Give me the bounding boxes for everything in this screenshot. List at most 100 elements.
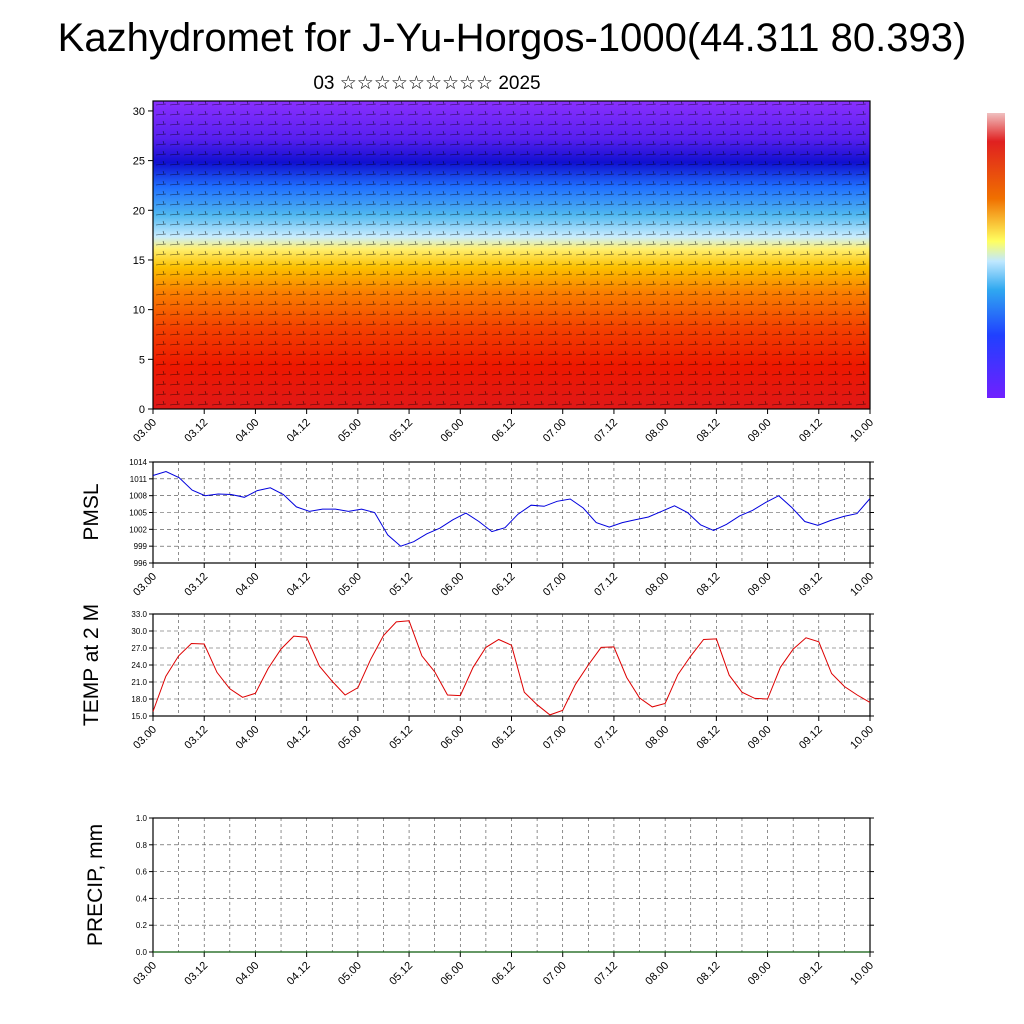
series-line: [152, 470, 871, 547]
y-tick-label: 0.6: [136, 868, 148, 877]
y-tick-label: 33.0: [131, 610, 147, 619]
x-tick-label: 03.12: [182, 417, 210, 445]
y-tick-label: 996: [134, 559, 148, 568]
y-tick-label: 0.2: [136, 921, 148, 930]
x-tick-label: 10.00: [848, 960, 876, 988]
x-tick-label: 07.12: [592, 417, 620, 445]
x-tick-label: 06.12: [490, 724, 518, 752]
x-tick-label: 04.12: [285, 417, 313, 445]
y-axis-label: PMSL: [80, 483, 103, 540]
chart-subtitle: 03 ☆☆☆☆☆☆☆☆☆ 2025: [313, 73, 541, 94]
x-tick-label: 05.00: [336, 960, 364, 988]
x-tick-label: 09.12: [797, 571, 825, 599]
x-tick-label: 03.12: [182, 724, 210, 752]
x-tick-label: 04.12: [285, 571, 313, 599]
x-tick-label: 08.12: [695, 571, 723, 599]
x-tick-label: 10.00: [848, 571, 876, 599]
x-tick-label: 03.00: [131, 724, 159, 752]
y-tick-label: 5: [139, 354, 145, 366]
x-tick-label: 05.00: [336, 571, 364, 599]
x-tick-label: 07.00: [541, 571, 569, 599]
x-tick-label: 06.00: [438, 724, 466, 752]
y-tick-label: 1.0: [136, 814, 148, 823]
y-tick-label: 999: [134, 542, 148, 551]
x-tick-label: 08.00: [643, 571, 671, 599]
y-tick-label: 20: [133, 205, 145, 217]
x-tick-label: 07.12: [592, 571, 620, 599]
x-tick-label: 03.00: [131, 571, 159, 599]
vertical-section-panel: 0 5 10 15 20 25 30 03.00 03.12 04.00 04.12 05.00 05…: [131, 100, 876, 445]
y-tick-label: 0: [139, 404, 145, 416]
y-tick-label: 1005: [129, 509, 147, 518]
y-tick-label: 1014: [129, 458, 147, 467]
chart-title: Kazhydromet for J-Yu-Horgos-1000(44.311 …: [57, 16, 967, 60]
y-tick-label: 15: [133, 255, 145, 267]
x-tick-label: 06.12: [490, 417, 518, 445]
precip-panel: 03.00 03.12 04.00 04.12 05.00 05.12 06.00 06.12…: [84, 814, 876, 988]
pmsl-panel: 03.00 03.12 04.00 04.12 05.00 05.12 06.00 06.12…: [80, 458, 876, 599]
x-tick-label: 09.12: [797, 417, 825, 445]
y-tick-label: 30.0: [131, 627, 147, 636]
y-tick-label: 25: [133, 156, 145, 168]
x-tick-label: 10.00: [848, 724, 876, 752]
x-tick-label: 04.00: [234, 417, 262, 445]
x-tick-label: 03.12: [182, 571, 210, 599]
x-tick-label: 05.12: [387, 724, 415, 752]
plot-frame: [152, 461, 871, 564]
x-tick-label: 05.12: [387, 571, 415, 599]
x-tick-label: 09.12: [797, 960, 825, 988]
x-tick-label: 09.00: [746, 724, 774, 752]
x-tick-label: 08.00: [643, 417, 671, 445]
x-tick-label: 05.00: [336, 724, 364, 752]
y-tick-label: 30: [133, 106, 145, 118]
y-tick-label: 18.0: [131, 695, 147, 704]
x-tick-label: 09.12: [797, 724, 825, 752]
x-tick-label: 06.00: [438, 960, 466, 988]
y-tick-label: 27.0: [131, 644, 147, 653]
x-tick-label: 07.12: [592, 724, 620, 752]
x-tick-label: 08.12: [695, 960, 723, 988]
y-tick-label: 1002: [129, 525, 147, 534]
y-tick-label: 0.8: [136, 841, 148, 850]
x-tick-label: 08.12: [695, 724, 723, 752]
x-tick-label: 05.00: [336, 417, 364, 445]
y-tick-label: 15.0: [131, 712, 147, 721]
y-tick-label: 1011: [130, 475, 148, 484]
y-tick-label: 10: [133, 305, 145, 317]
y-tick-label: 24.0: [131, 661, 147, 670]
x-tick-label: 03.12: [182, 960, 210, 988]
wind-barb-overlay: [153, 101, 870, 409]
x-tick-label: 03.00: [131, 417, 159, 445]
x-tick-label: 04.12: [285, 960, 313, 988]
x-tick-label: 07.00: [541, 417, 569, 445]
x-tick-label: 04.00: [234, 724, 262, 752]
x-tick-label: 08.12: [695, 417, 723, 445]
x-tick-label: 07.00: [541, 724, 569, 752]
y-tick-label: 21.0: [131, 678, 147, 687]
x-tick-label: 04.00: [234, 960, 262, 988]
x-tick-label: 10.00: [848, 417, 876, 445]
y-tick-label: 0.0: [136, 948, 148, 957]
x-tick-label: 07.00: [541, 960, 569, 988]
y-axis-label: TEMP at 2 M: [80, 604, 103, 726]
x-tick-label: 05.12: [387, 960, 415, 988]
y-tick-label: 1008: [129, 492, 147, 501]
x-tick-label: 04.00: [234, 571, 262, 599]
x-tick-label: 06.12: [490, 960, 518, 988]
x-tick-label: 05.12: [387, 417, 415, 445]
x-tick-label: 04.12: [285, 724, 313, 752]
series-line: [152, 620, 871, 716]
x-tick-label: 08.00: [643, 724, 671, 752]
y-axis-label: PRECIP, mm: [84, 824, 107, 946]
x-tick-label: 09.00: [746, 960, 774, 988]
x-tick-label: 09.00: [746, 571, 774, 599]
x-tick-label: 09.00: [746, 417, 774, 445]
x-tick-label: 08.00: [643, 960, 671, 988]
x-tick-label: 06.00: [438, 571, 466, 599]
y-tick-label: 0.4: [136, 894, 148, 903]
x-tick-label: 03.00: [131, 960, 159, 988]
x-tick-label: 06.12: [490, 571, 518, 599]
colorbar: [987, 113, 1005, 398]
plot-frame: [152, 613, 871, 717]
